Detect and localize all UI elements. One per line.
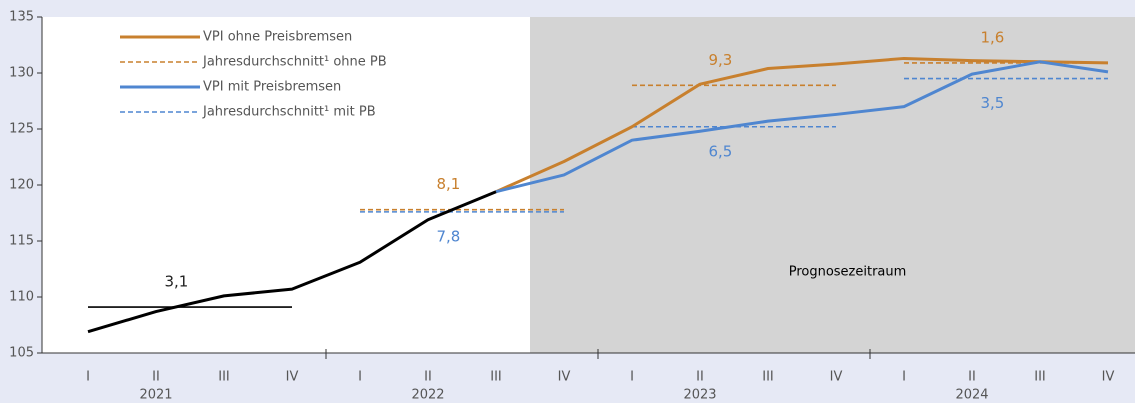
x-tick-label: III [218,370,230,385]
year-label: 2022 [411,388,444,403]
x-tick-label: III [1034,370,1046,385]
annotation: Prognosezeitraum [789,265,907,280]
y-tick-label: 135 [9,10,34,25]
x-tick-label: I [902,370,906,385]
y-tick-label: 115 [9,234,34,249]
line [87,190,497,334]
line [495,60,1109,194]
legend-label: Jahresdurchschnitt¹ ohne PB [202,55,387,70]
plot-area [42,17,530,353]
annual-rate-label: 6,5 [708,142,732,160]
x-tick-label: II [152,370,160,385]
legend-label: VPI ohne Preisbremsen [203,30,352,45]
x-tick-label: III [490,370,502,385]
x-tick-label: IV [1102,370,1115,385]
line [495,56,1109,194]
annual-rate-label: 3,5 [980,94,1004,112]
annual-rate-label: 8,1 [436,175,460,193]
y-tick-label: 125 [9,122,34,137]
annual-rate-label: 7,8 [436,227,460,245]
x-tick-label: IV [558,370,571,385]
x-tick-label: I [86,370,90,385]
annual-rate-label: 1,6 [980,28,1004,46]
x-tick-label: II [968,370,976,385]
forecast-area [530,17,1135,353]
legend-label: Jahresdurchschnitt¹ mit PB [202,105,376,120]
x-tick-label: I [630,370,634,385]
y-tick-label: 120 [9,178,34,193]
legend-label: VPI mit Preisbremsen [203,80,341,95]
year-label: 2023 [683,388,716,403]
y-tick-label: 110 [9,290,34,305]
year-label: 2024 [955,388,988,403]
annual-rate-label: 9,3 [708,51,732,69]
x-tick-label: IV [830,370,843,385]
y-tick-label: 130 [9,66,34,81]
x-tick-label: II [696,370,704,385]
y-tick-label: 105 [9,346,34,361]
x-tick-label: I [358,370,362,385]
x-tick-label: II [424,370,432,385]
annual-rate-label: 3,1 [164,273,188,291]
year-label: 2021 [139,388,172,403]
x-tick-label: IV [286,370,299,385]
x-tick-label: III [762,370,774,385]
